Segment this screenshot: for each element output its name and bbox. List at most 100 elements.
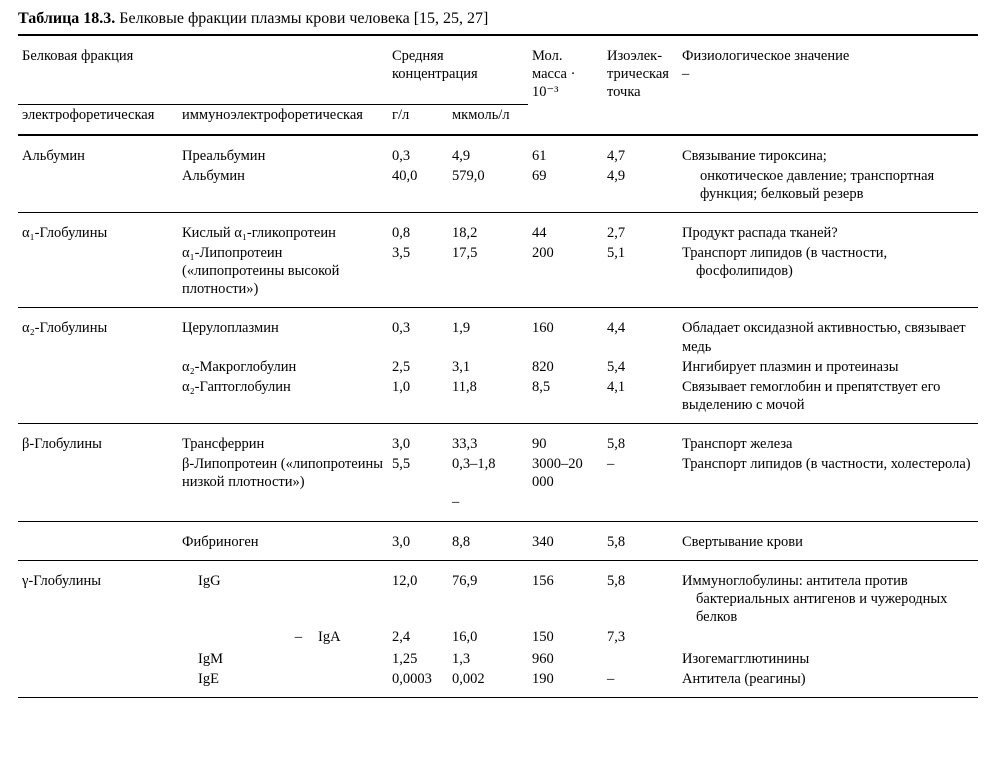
title-prefix: Таблица 18.3. — [18, 10, 115, 27]
cell-gl: 12,0 — [388, 571, 448, 627]
cell-phys: Транспорт липидов (в частности, фосфолип… — [678, 243, 978, 299]
table-row: α₂-Гаптоглобулин1,011,88,54,1Связывает г… — [18, 377, 978, 415]
cell-phys: Свертывание крови — [678, 532, 978, 552]
table-row: IgM1,251,3960Изогемагглютинины — [18, 649, 978, 669]
cell-phys: Антитела (реагины) — [678, 669, 978, 689]
cell-umol: 3,1 — [448, 357, 528, 377]
cell-pi: – — [603, 454, 678, 492]
col-fraction: Белковая фракция — [18, 46, 388, 94]
cell-phys: Транспорт железа — [678, 434, 978, 454]
cell-pi: 4,4 — [603, 318, 678, 356]
cell-phys: Продукт распада тканей? — [678, 223, 978, 243]
cell-gl — [388, 492, 448, 512]
cell-immuno: β-Липопротеин («липопротеины низкой плот… — [178, 454, 388, 492]
cell-gl: 2,5 — [388, 357, 448, 377]
cell-elec: β-Глобулины — [18, 434, 178, 454]
cell-gl: 0,3 — [388, 318, 448, 356]
cell-immuno: IgM — [178, 649, 388, 669]
cell-gl: 3,0 — [388, 532, 448, 552]
cell-phys: Связывание тироксина; — [678, 146, 978, 166]
cell-immuno: Кислый α₁-гликопротеин — [178, 223, 388, 243]
cell-pi: 5,8 — [603, 434, 678, 454]
cell-pi: – — [603, 669, 678, 689]
cell-immuno: Фибриноген — [178, 532, 388, 552]
cell-pi — [603, 492, 678, 512]
table-row: АльбуминПреальбумин0,34,9614,7Связывание… — [18, 146, 978, 166]
table-row: IgE0,00030,002190–Антитела (реагины) — [18, 669, 978, 689]
cell-umol: 1,9 — [448, 318, 528, 356]
cell-mw: 8,5 — [528, 377, 603, 415]
cell-elec — [18, 669, 178, 689]
cell-gl: 2,4 — [388, 627, 448, 647]
col-immuno: иммуноэлектрофоретическая — [178, 105, 388, 126]
col-phys-label: Физиологическое значение — [682, 48, 849, 64]
cell-immuno: α₁-Липопротеин («липопротеины высокой пл… — [178, 243, 388, 299]
cell-mw: 190 — [528, 669, 603, 689]
cell-immuno: α₂-Гаптоглобулин — [178, 377, 388, 415]
cell-gl: 0,8 — [388, 223, 448, 243]
cell-gl: 3,0 — [388, 434, 448, 454]
plasma-proteins-table: Белковая фракция Средняя концентрация Мо… — [18, 34, 978, 700]
cell-phys: Изогемагглютинины — [678, 649, 978, 669]
cell-mw: 340 — [528, 532, 603, 552]
cell-pi: 5,8 — [603, 532, 678, 552]
cell-pi: 2,7 — [603, 223, 678, 243]
cell-mw: 90 — [528, 434, 603, 454]
cell-pi: 4,9 — [603, 166, 678, 204]
cell-elec — [18, 357, 178, 377]
cell-phys: Транспорт липидов (в частности, холестер… — [678, 454, 978, 492]
cell-pi: 7,3 — [603, 627, 678, 647]
cell-phys: Ингибирует плазмин и протеиназы — [678, 357, 978, 377]
cell-umol: 0,002 — [448, 669, 528, 689]
cell-mw: 156 — [528, 571, 603, 627]
cell-umol: 16,0 — [448, 627, 528, 647]
cell-gl: 5,5 — [388, 454, 448, 492]
table-row: γ-ГлобулиныIgG12,076,91565,8Иммуноглобул… — [18, 571, 978, 627]
table-row: β-ГлобулиныТрансферрин3,033,3905,8Трансп… — [18, 434, 978, 454]
cell-elec: α₁-Глобулины — [18, 223, 178, 243]
col-gl: г/л — [388, 105, 448, 126]
cell-immuno: α₂-Макроглобулин — [178, 357, 388, 377]
table-row: α₂-ГлобулиныЦерулоплазмин0,31,91604,4Обл… — [18, 318, 978, 356]
cell-mw: 150 — [528, 627, 603, 647]
cell-gl: 0,0003 — [388, 669, 448, 689]
cell-mw: 160 — [528, 318, 603, 356]
table-row: α₁-Липопротеин («липопротеины высокой пл… — [18, 243, 978, 299]
cell-gl: 1,25 — [388, 649, 448, 669]
cell-umol: 8,8 — [448, 532, 528, 552]
cell-pi: 4,7 — [603, 146, 678, 166]
cell-umol: 4,9 — [448, 146, 528, 166]
cell-elec — [18, 166, 178, 204]
cell-immuno: IgG — [178, 571, 388, 627]
col-molmass: Мол. масса · 10⁻³ — [528, 46, 603, 102]
table-row: β-Липопротеин («липопротеины низкой плот… — [18, 454, 978, 492]
header-row-2: электрофоретическая иммуноэлектрофоретич… — [18, 105, 978, 126]
cell-mw: 44 — [528, 223, 603, 243]
col-meanconc: Средняя концентрация — [388, 46, 528, 94]
cell-umol: 18,2 — [448, 223, 528, 243]
cell-elec: Альбумин — [18, 146, 178, 166]
cell-umol: 11,8 — [448, 377, 528, 415]
cell-phys: онкотическое давление; транспортная функ… — [678, 166, 978, 204]
table-row: Фибриноген3,08,83405,8Свертывание крови — [18, 532, 978, 552]
cell-phys — [678, 492, 978, 512]
cell-gl: 0,3 — [388, 146, 448, 166]
cell-phys: Связывает гемоглобин и препятствует его … — [678, 377, 978, 415]
cell-elec — [18, 243, 178, 299]
cell-pi: 4,1 — [603, 377, 678, 415]
table-row: – — [18, 492, 978, 512]
table-row: α₂-Макроглобулин2,53,18205,4Ингибирует п… — [18, 357, 978, 377]
cell-umol: 579,0 — [448, 166, 528, 204]
cell-gl: 3,5 — [388, 243, 448, 299]
cell-immuno: Альбумин — [178, 166, 388, 204]
cell-immuno: Преальбумин — [178, 146, 388, 166]
col-phys: Физиологическое значение – — [678, 46, 978, 102]
cell-mw: 820 — [528, 357, 603, 377]
cell-immuno: Трансферрин — [178, 434, 388, 454]
cell-pi: 5,4 — [603, 357, 678, 377]
cell-gl: 40,0 — [388, 166, 448, 204]
cell-immuno: Церулоплазмин — [178, 318, 388, 356]
cell-mw — [528, 492, 603, 512]
cell-elec — [18, 627, 178, 647]
col-umol: мкмоль/л — [448, 105, 528, 126]
